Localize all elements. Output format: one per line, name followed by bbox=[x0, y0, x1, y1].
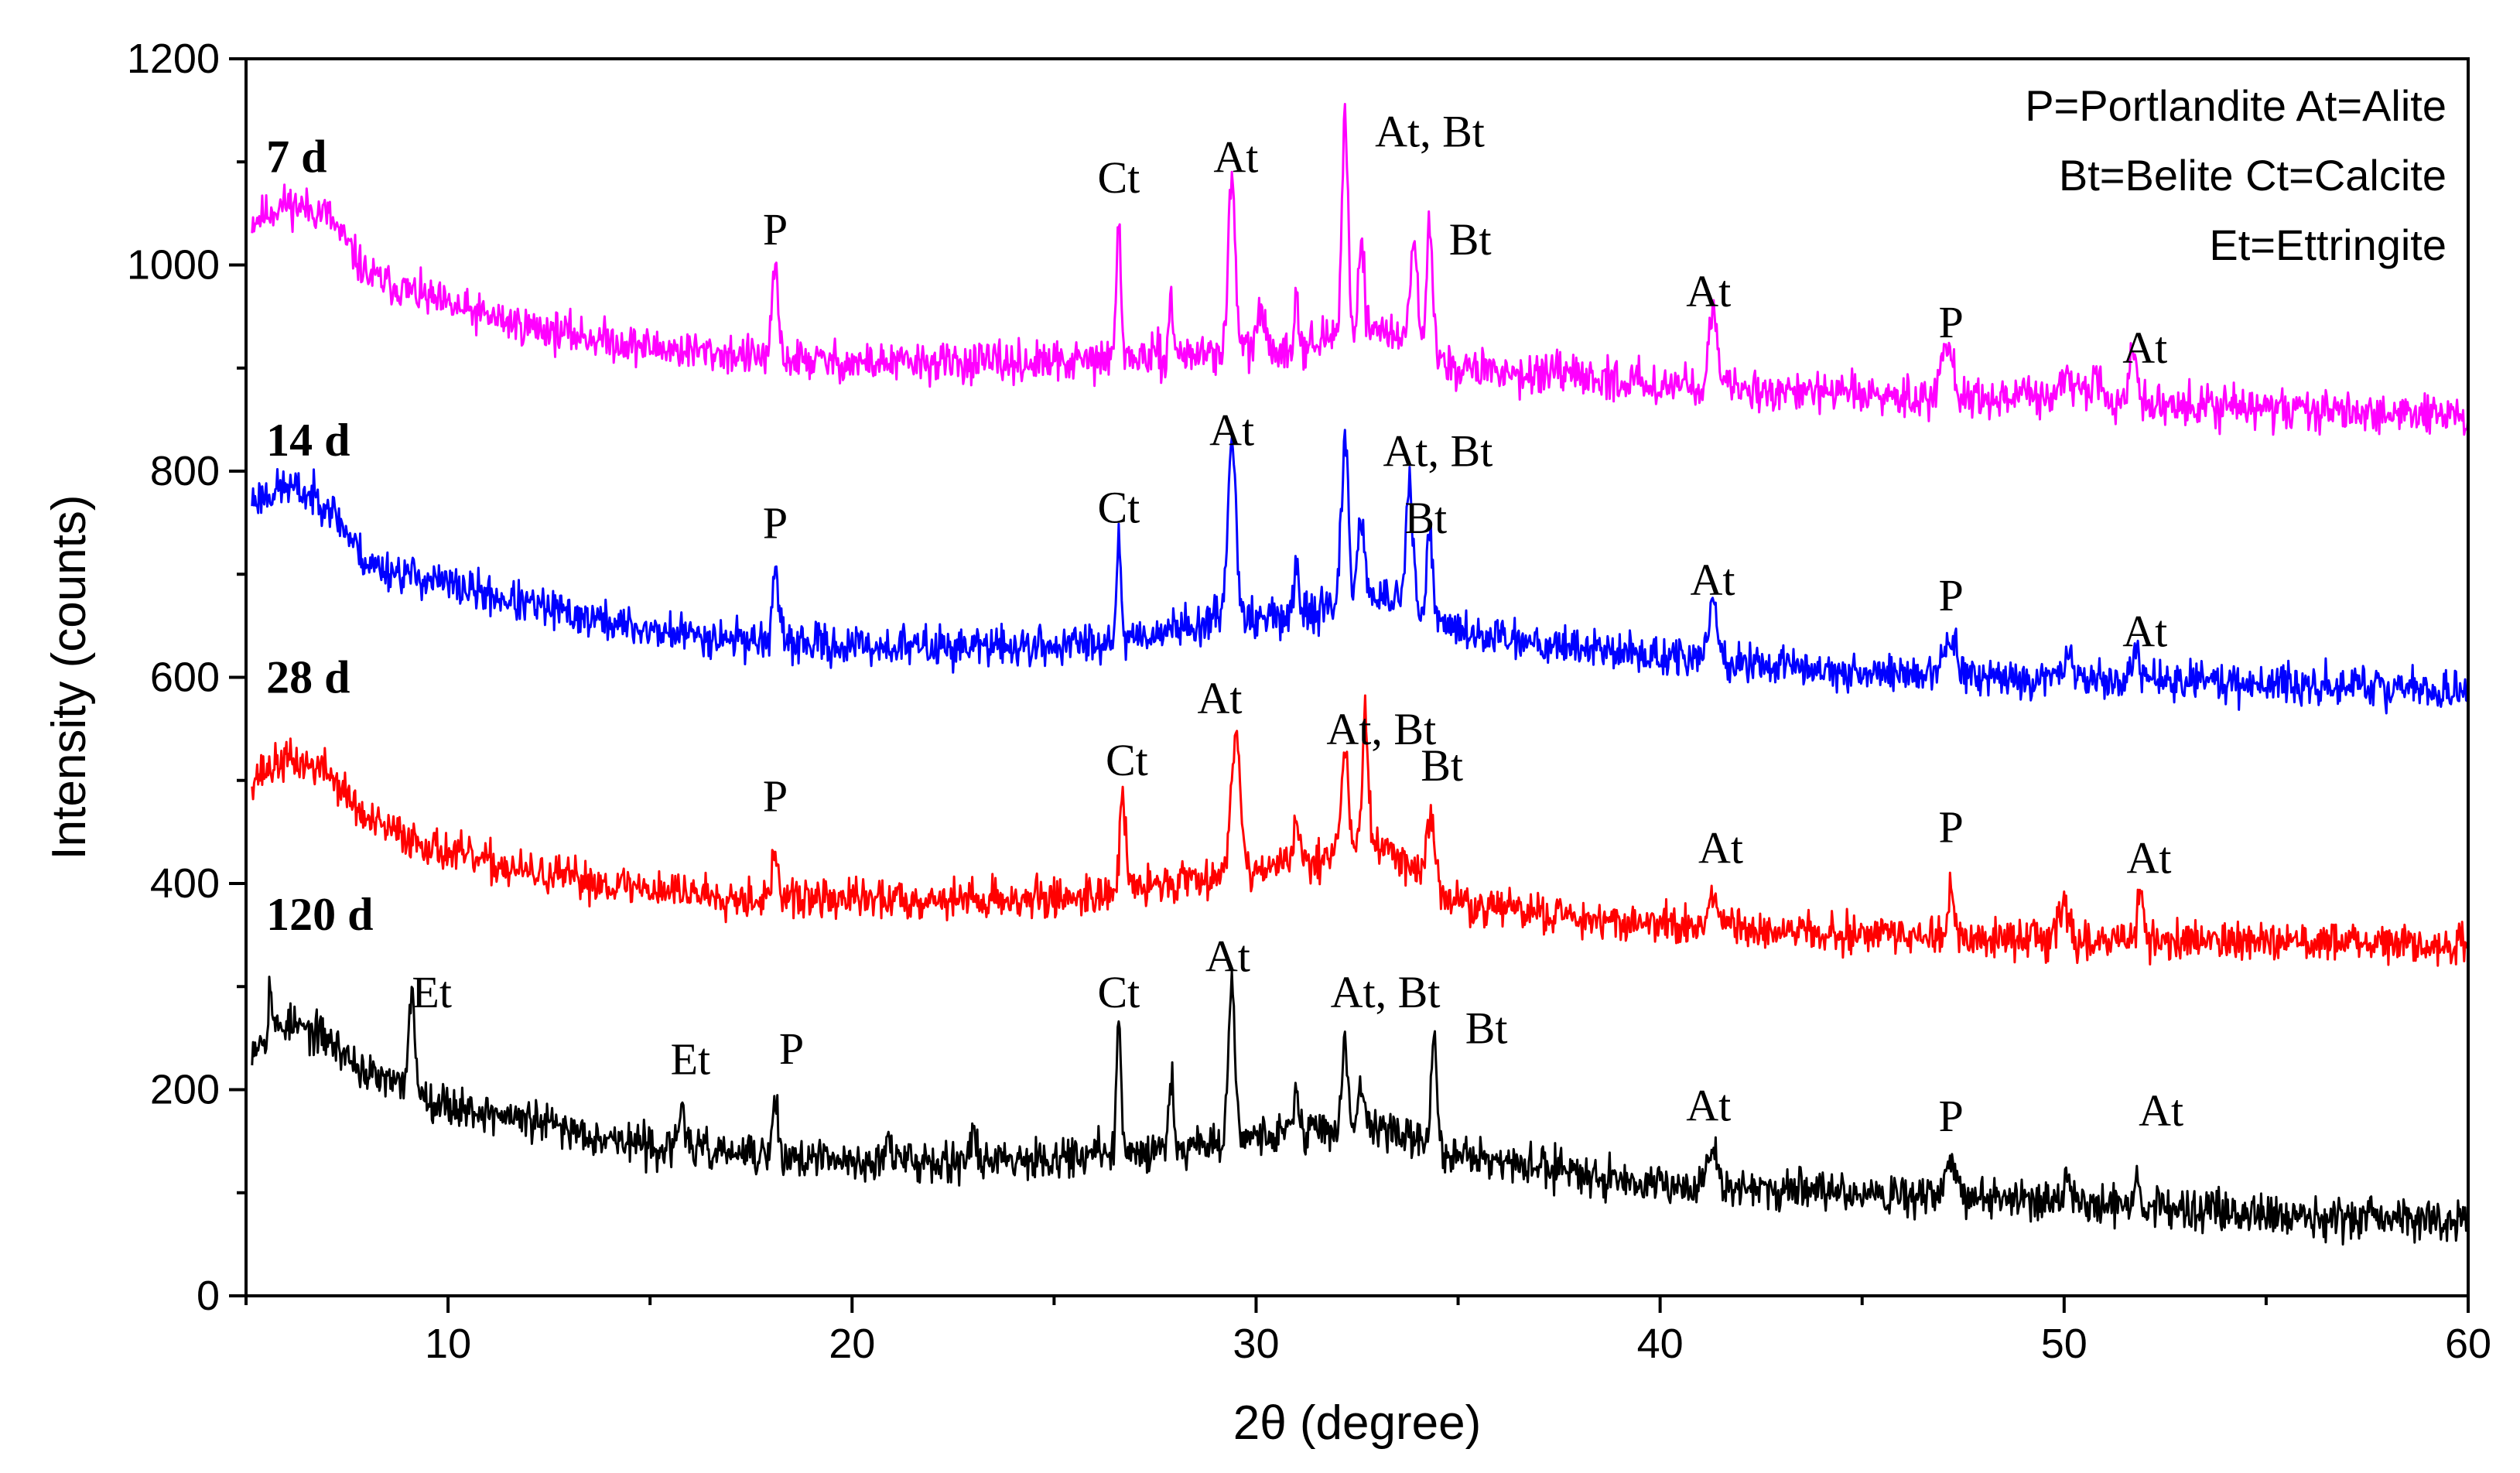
peak-annotation: At bbox=[1205, 931, 1250, 981]
peak-annotation: At bbox=[1691, 555, 1735, 605]
peak-annotation: P bbox=[1938, 297, 1963, 347]
peak-annotation: Et bbox=[671, 1034, 711, 1085]
x-tick-label: 50 bbox=[2041, 1321, 2087, 1367]
plot-frame bbox=[244, 57, 2470, 1297]
series-label: 14 d bbox=[266, 415, 350, 466]
series-line bbox=[251, 103, 2470, 436]
peak-annotation: At, Bt bbox=[1326, 704, 1436, 754]
peak-annotation: At, Bt bbox=[1331, 967, 1441, 1017]
y-tick-label: 200 bbox=[150, 1067, 220, 1113]
peak-annotation: Bt bbox=[1465, 1003, 1508, 1054]
peak-annotation: P bbox=[1938, 802, 1963, 853]
peak-annotation: P bbox=[779, 1024, 804, 1074]
legend-entry: Bt=Belite Ct=Calcite bbox=[2059, 151, 2446, 200]
peak-annotation: At bbox=[2122, 607, 2167, 657]
peak-annotation: Bt bbox=[1449, 214, 1492, 265]
peak-annotation: At bbox=[1686, 1080, 1731, 1130]
series-label: 28 d bbox=[266, 651, 350, 702]
series-line bbox=[251, 429, 2469, 715]
x-tick-label: 40 bbox=[1637, 1321, 1684, 1367]
y-tick-label: 0 bbox=[197, 1273, 220, 1319]
legend-entry: Et=Ettringite bbox=[2209, 220, 2446, 269]
peak-annotation: Ct bbox=[1106, 735, 1148, 785]
peak-annotation: At bbox=[1209, 405, 1254, 456]
legend: P=Portlandite At=Alite Bt=Belite Ct=Calci… bbox=[2025, 81, 2446, 269]
peak-annotation: At bbox=[2122, 323, 2167, 373]
x-axis-title: 2θ (degree) bbox=[1233, 1396, 1482, 1450]
series-layer bbox=[251, 103, 2470, 1246]
x-tick-label: 10 bbox=[425, 1321, 471, 1367]
peak-annotation: At bbox=[2139, 1085, 2183, 1136]
series-line bbox=[251, 969, 2470, 1246]
peak-annotation: Bt bbox=[1404, 493, 1447, 543]
x-tick-label: 20 bbox=[829, 1321, 875, 1367]
series-label: 120 d bbox=[266, 889, 373, 940]
legend-entry: P=Portlandite At=Alite bbox=[2025, 81, 2446, 130]
series-line bbox=[251, 694, 2470, 967]
x-tick-label: 30 bbox=[1233, 1321, 1279, 1367]
peak-annotation: At bbox=[1698, 822, 1743, 873]
peak-annotation: At bbox=[2126, 833, 2171, 883]
y-axis-title: Intensity (counts) bbox=[43, 494, 96, 860]
x-tick-label: 60 bbox=[2445, 1321, 2491, 1367]
peak-annotation: At bbox=[1197, 673, 1242, 723]
peak-annotation: At, Bt bbox=[1383, 425, 1493, 476]
peak-annotation: P bbox=[1938, 1091, 1963, 1141]
series-label: 7 d bbox=[266, 132, 327, 183]
peak-annotation: Ct bbox=[1098, 152, 1140, 203]
peak-annotation: P bbox=[763, 498, 788, 549]
peak-annotation: Ct bbox=[1098, 483, 1140, 533]
y-tick-label: 800 bbox=[150, 448, 220, 494]
peak-annotation: Bt bbox=[1421, 740, 1463, 791]
y-tick-label: 1000 bbox=[127, 242, 220, 289]
y-tick-label: 600 bbox=[150, 654, 220, 701]
peak-annotation: P bbox=[763, 204, 788, 255]
peak-annotation: P bbox=[763, 771, 788, 822]
peak-annotation: P bbox=[1938, 570, 1963, 620]
peak-annotation: At bbox=[1213, 132, 1258, 183]
peak-annotation: At bbox=[1686, 266, 1731, 316]
peak-annotation: Et bbox=[412, 967, 452, 1017]
y-tick-label: 1200 bbox=[127, 36, 220, 82]
y-tick-label: 400 bbox=[150, 860, 220, 907]
peak-annotation: Ct bbox=[1098, 967, 1140, 1017]
peak-annotation: At, Bt bbox=[1375, 106, 1485, 156]
